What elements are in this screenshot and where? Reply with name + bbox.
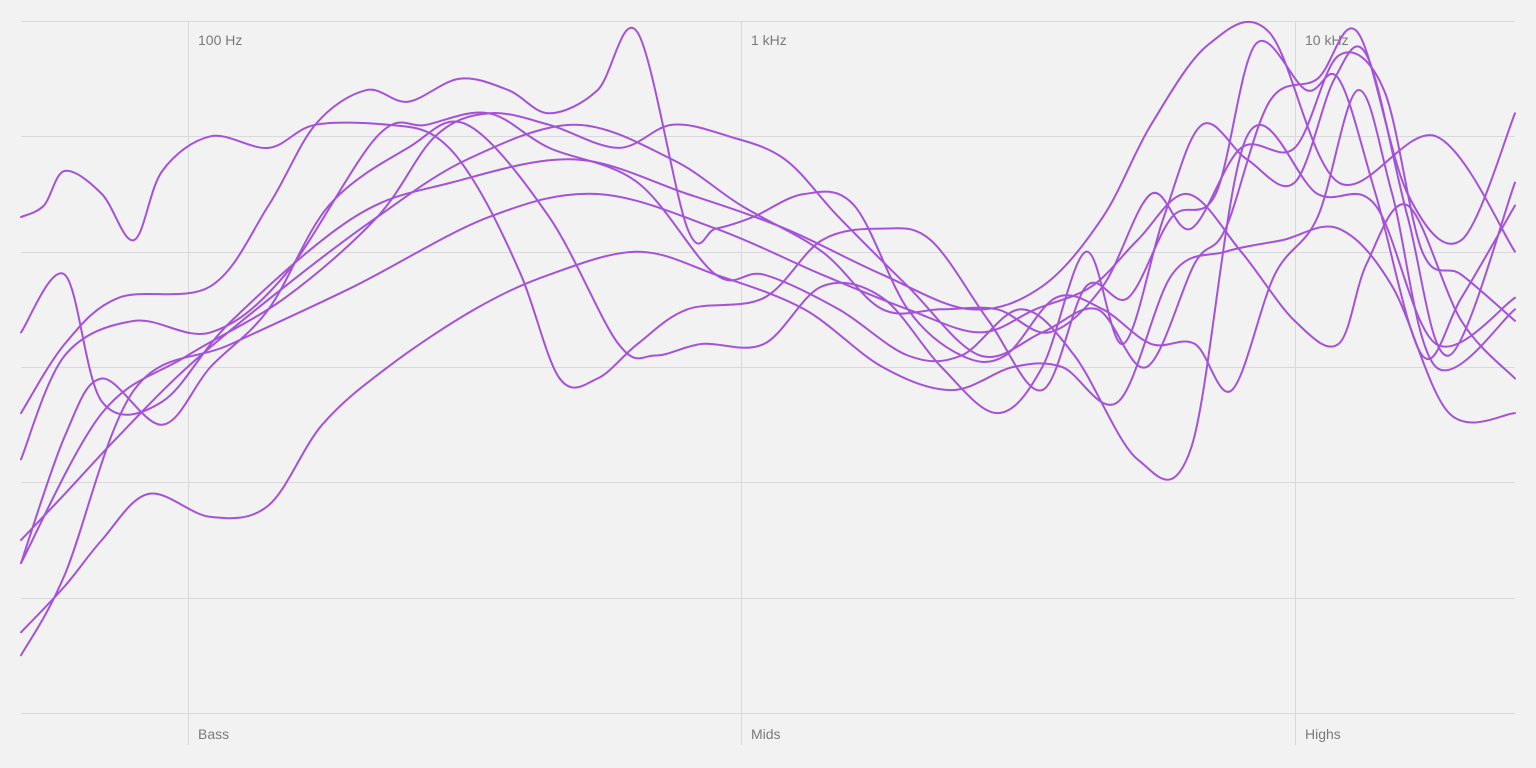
response-curve-1 [20, 20, 1516, 416]
frequency-tick-label: 1 kHz [751, 32, 787, 48]
band-label: Highs [1305, 726, 1341, 742]
response-curve-8 [20, 40, 1516, 392]
band-labels: Bass Mids Highs [198, 726, 1341, 742]
response-curve-2 [20, 111, 1516, 481]
response-curve-9 [20, 27, 1516, 415]
response-curve-5 [20, 27, 1516, 565]
response-curve-6 [20, 51, 1516, 541]
horizontal-gridlines [21, 21, 1515, 714]
response-curves [20, 20, 1516, 657]
band-label: Mids [751, 726, 781, 742]
response-curve-3 [20, 192, 1516, 657]
frequency-tick-label: 10 kHz [1305, 32, 1349, 48]
frequency-gridlines [188, 21, 1296, 745]
band-label: Bass [198, 726, 229, 742]
response-curve-7 [20, 45, 1516, 565]
response-curve-4 [20, 225, 1516, 634]
frequency-tick-label: 100 Hz [198, 32, 242, 48]
frequency-tick-labels: 100 Hz 1 kHz 10 kHz [198, 32, 1349, 48]
